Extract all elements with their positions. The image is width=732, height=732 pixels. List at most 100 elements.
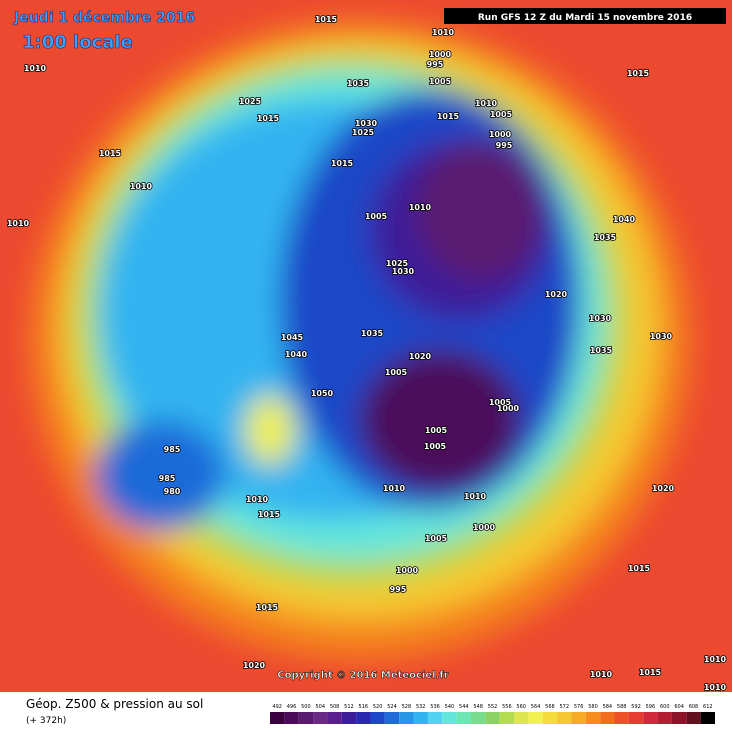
pressure-label: 1005 <box>425 534 448 543</box>
pressure-label: 1010 <box>590 670 613 679</box>
colorbar-swatch <box>557 712 572 724</box>
colorbar-swatch <box>499 712 515 724</box>
pressure-label: 1000 <box>489 130 512 139</box>
colorbar-swatch <box>298 712 314 724</box>
pressure-label: 1005 <box>424 442 447 451</box>
colorbar-label: 532 <box>416 704 426 710</box>
pressure-label: 1000 <box>473 523 496 532</box>
pressure-label: 1005 <box>429 77 452 86</box>
pressure-label: 1015 <box>331 159 354 168</box>
time-text: 1:00 locale <box>22 32 133 53</box>
pressure-label: 1020 <box>243 661 266 670</box>
colorbar-label: 568 <box>545 704 555 710</box>
colorbar-swatch <box>628 712 644 724</box>
pressure-label: 1010 <box>475 99 498 108</box>
colorbar-label: 596 <box>646 704 656 710</box>
colorbar-swatch <box>456 712 471 724</box>
pressure-label: 1010 <box>704 683 727 692</box>
pressure-label: 1005 <box>425 426 448 435</box>
colorbar-swatch <box>442 712 457 724</box>
pressure-label: 1050 <box>311 389 334 398</box>
pressure-label: 1010 <box>704 655 727 664</box>
colorbar-swatch <box>341 712 357 724</box>
colorbar-label: 552 <box>488 704 498 710</box>
colorbar-label: 508 <box>330 704 340 710</box>
colorbar-swatch <box>671 712 687 724</box>
colorbar-label: 528 <box>402 704 412 710</box>
colorbar-swatch <box>413 712 428 724</box>
pressure-label: 1020 <box>545 290 568 299</box>
colorbar-swatch <box>571 712 586 724</box>
pressure-label: 1035 <box>594 233 617 242</box>
colorbar-swatch <box>356 712 371 724</box>
colorbar-label: 592 <box>631 704 641 710</box>
pressure-label: 1025 <box>352 128 375 137</box>
pressure-label: 995 <box>390 585 407 594</box>
colorbar-label: 516 <box>359 704 369 710</box>
colorbar-label: 588 <box>617 704 627 710</box>
copyright: Copyright © 2016 Meteociel.fr <box>277 670 448 681</box>
colorbar-label: 608 <box>689 704 699 710</box>
colorbar-label: 612 <box>703 704 713 710</box>
colorbar-swatch <box>600 712 615 724</box>
pressure-label: 1015 <box>315 15 338 24</box>
colorbar-swatch <box>657 712 672 724</box>
pressure-label: 1035 <box>590 346 613 355</box>
pressure-label: 1015 <box>258 510 281 519</box>
pressure-label: 1005 <box>489 398 512 407</box>
pressure-label: 1015 <box>628 564 651 573</box>
colorbar-swatch <box>327 712 342 724</box>
colorbar-label: 492 <box>272 704 282 710</box>
pressure-label: 995 <box>496 141 513 150</box>
colorbar-label: 580 <box>588 704 598 710</box>
colorbar-swatch <box>399 712 414 724</box>
pressure-label: 1015 <box>256 603 279 612</box>
colorbar: 492 496 500 504 508 512 516 520 524 528 532 536 540 5… <box>270 704 715 724</box>
pressure-label: 1015 <box>437 112 460 121</box>
caption: Géop. Z500 & pression au sol <box>26 697 203 711</box>
pressure-label: 985 <box>159 474 176 483</box>
colorbar-swatch <box>284 712 299 724</box>
colorbar-label: 544 <box>459 704 469 710</box>
pressure-label: 995 <box>427 60 444 69</box>
map-field <box>0 0 732 692</box>
colorbar-label: 520 <box>373 704 383 710</box>
colorbar-swatch <box>700 712 715 724</box>
pressure-label: 1015 <box>99 149 122 158</box>
pressure-label: 1005 <box>365 212 388 221</box>
colorbar-swatch <box>686 712 701 724</box>
colorbar-label: 564 <box>531 704 541 710</box>
colorbar-label: 572 <box>560 704 570 710</box>
colorbar-swatch <box>542 712 558 724</box>
colorbar-label: 548 <box>473 704 483 710</box>
colorbar-label: 584 <box>603 704 613 710</box>
colorbar-label: 556 <box>502 704 512 710</box>
colorbar-label: 512 <box>344 704 354 710</box>
pressure-label: 1030 <box>355 119 378 128</box>
colorbar-swatch <box>427 712 443 724</box>
pressure-label: 1015 <box>627 69 650 78</box>
colorbar-swatch <box>470 712 486 724</box>
colorbar-label: 504 <box>315 704 325 710</box>
colorbar-swatch <box>514 712 529 724</box>
pressure-label: 1015 <box>639 668 662 677</box>
colorbar-label: 604 <box>674 704 684 710</box>
pressure-label: 1010 <box>24 64 47 73</box>
pressure-label: 1010 <box>7 219 30 228</box>
colorbar-label: 560 <box>516 704 526 710</box>
run-text: Run GFS 12 Z du Mardi 15 novembre 2016 <box>478 13 692 23</box>
pressure-label: 1005 <box>490 110 513 119</box>
pressure-label: 1010 <box>464 492 487 501</box>
pressure-label: 1035 <box>361 329 384 338</box>
pressure-label: 1005 <box>385 368 408 377</box>
colorbar-swatch <box>270 712 285 724</box>
pressure-label: 1010 <box>246 495 269 504</box>
pressure-label: 1020 <box>409 352 432 361</box>
colorbar-label: 500 <box>301 704 311 710</box>
colorbar-label: 536 <box>430 704 440 710</box>
colorbar-label: 496 <box>287 704 297 710</box>
colorbar-swatch <box>370 712 385 724</box>
pressure-label: 1010 <box>383 484 406 493</box>
colorbar-swatch <box>643 712 658 724</box>
